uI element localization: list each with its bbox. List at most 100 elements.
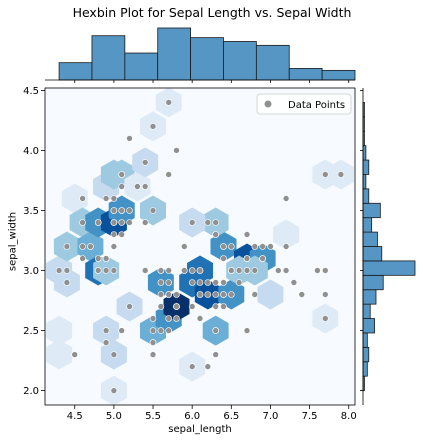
x-hist-bar: [157, 27, 192, 81]
data-point: [243, 327, 251, 334]
data-point: [165, 291, 172, 298]
data-point: [149, 315, 157, 322]
data-point: [134, 183, 141, 190]
hexbin-cell: [273, 219, 300, 250]
data-point: [204, 291, 212, 298]
x-hist-bar: [58, 62, 93, 81]
data-point: [102, 327, 110, 334]
x-hist-bar: [124, 52, 159, 81]
data-point: [79, 219, 86, 226]
data-point: [94, 255, 102, 262]
data-point: [55, 267, 63, 274]
data-point: [220, 303, 227, 310]
data-point: [235, 267, 243, 274]
data-point: [126, 207, 133, 214]
data-point: [141, 267, 149, 274]
legend-marker: [264, 100, 272, 108]
data-point: [110, 351, 118, 358]
data-point: [282, 267, 290, 274]
x-axis-label: sepal_length: [168, 424, 232, 435]
hexbin-cell: [100, 159, 127, 190]
y-hist-bar: [362, 303, 371, 319]
data-point: [188, 267, 196, 274]
y-axis-label: sepal_width: [7, 211, 19, 272]
data-point: [212, 219, 219, 226]
data-point: [243, 267, 251, 274]
data-point: [118, 207, 125, 214]
x-tick-label: 7.5: [302, 411, 318, 422]
data-point: [157, 303, 165, 310]
data-point: [314, 267, 321, 274]
data-point: [212, 279, 219, 286]
data-point: [102, 339, 110, 346]
data-point: [118, 219, 125, 226]
data-point: [212, 327, 219, 334]
x-tick-label: 4.5: [67, 411, 83, 422]
data-point: [274, 267, 282, 274]
x-hist-bar: [190, 37, 224, 81]
data-point: [149, 339, 157, 346]
y-hist-bar: [362, 188, 370, 204]
data-point: [235, 279, 243, 286]
data-point: [94, 219, 102, 226]
data-point: [165, 171, 172, 178]
legend-label: Data Points: [288, 100, 345, 111]
x-hist-bar: [255, 44, 290, 81]
y-hist-bar: [362, 246, 383, 262]
data-point: [165, 267, 172, 274]
data-point: [63, 279, 71, 286]
data-point: [149, 123, 157, 130]
data-point: [149, 351, 157, 358]
data-point: [149, 327, 157, 334]
data-point: [196, 315, 204, 322]
x-tick-label: 7.0: [263, 411, 279, 422]
data-point: [243, 255, 251, 262]
data-point: [141, 159, 149, 166]
y-hist-bar: [362, 260, 416, 276]
data-point: [181, 267, 188, 274]
data-point: [63, 243, 71, 250]
x-tick-label: 6.0: [184, 411, 200, 422]
data-point: [157, 279, 165, 286]
data-point: [251, 291, 259, 298]
data-point: [321, 267, 329, 274]
data-point: [204, 363, 212, 370]
data-point: [228, 267, 235, 274]
hexbin-cell: [257, 279, 284, 310]
data-point: [157, 291, 165, 298]
y-tick-label: 4.5: [23, 86, 39, 97]
data-point: [188, 303, 196, 310]
data-point: [110, 207, 118, 214]
legend-box: [256, 93, 352, 115]
data-point: [110, 267, 118, 274]
y-hist-bar: [362, 361, 368, 377]
data-point: [290, 279, 298, 286]
data-point: [259, 243, 266, 250]
data-point: [157, 327, 165, 334]
data-point: [165, 279, 172, 286]
x-tick-label: 6.5: [223, 411, 239, 422]
data-point: [220, 243, 227, 250]
y-tick-label: 3.0: [23, 266, 39, 277]
x-hist-bar: [91, 35, 126, 81]
data-point: [126, 135, 133, 142]
x-hist-bar: [288, 68, 323, 81]
data-point: [126, 303, 133, 310]
y-tick-label: 2.5: [23, 326, 39, 337]
data-point: [204, 279, 212, 286]
x-tick-label: 5.0: [106, 411, 122, 422]
data-point: [321, 315, 329, 322]
y-hist-bar: [362, 289, 377, 305]
y-tick-label: 2.0: [23, 386, 39, 397]
data-point: [173, 315, 180, 322]
data-point: [337, 171, 345, 178]
data-point: [71, 351, 78, 358]
y-hist-bar: [362, 346, 370, 363]
chart-title: Hexbin Plot for Sepal Length vs. Sepal W…: [72, 5, 352, 20]
data-point: [63, 267, 71, 274]
x-tick-label: 8.0: [341, 411, 357, 422]
plot-frame: [44, 87, 356, 406]
data-point: [110, 195, 118, 202]
